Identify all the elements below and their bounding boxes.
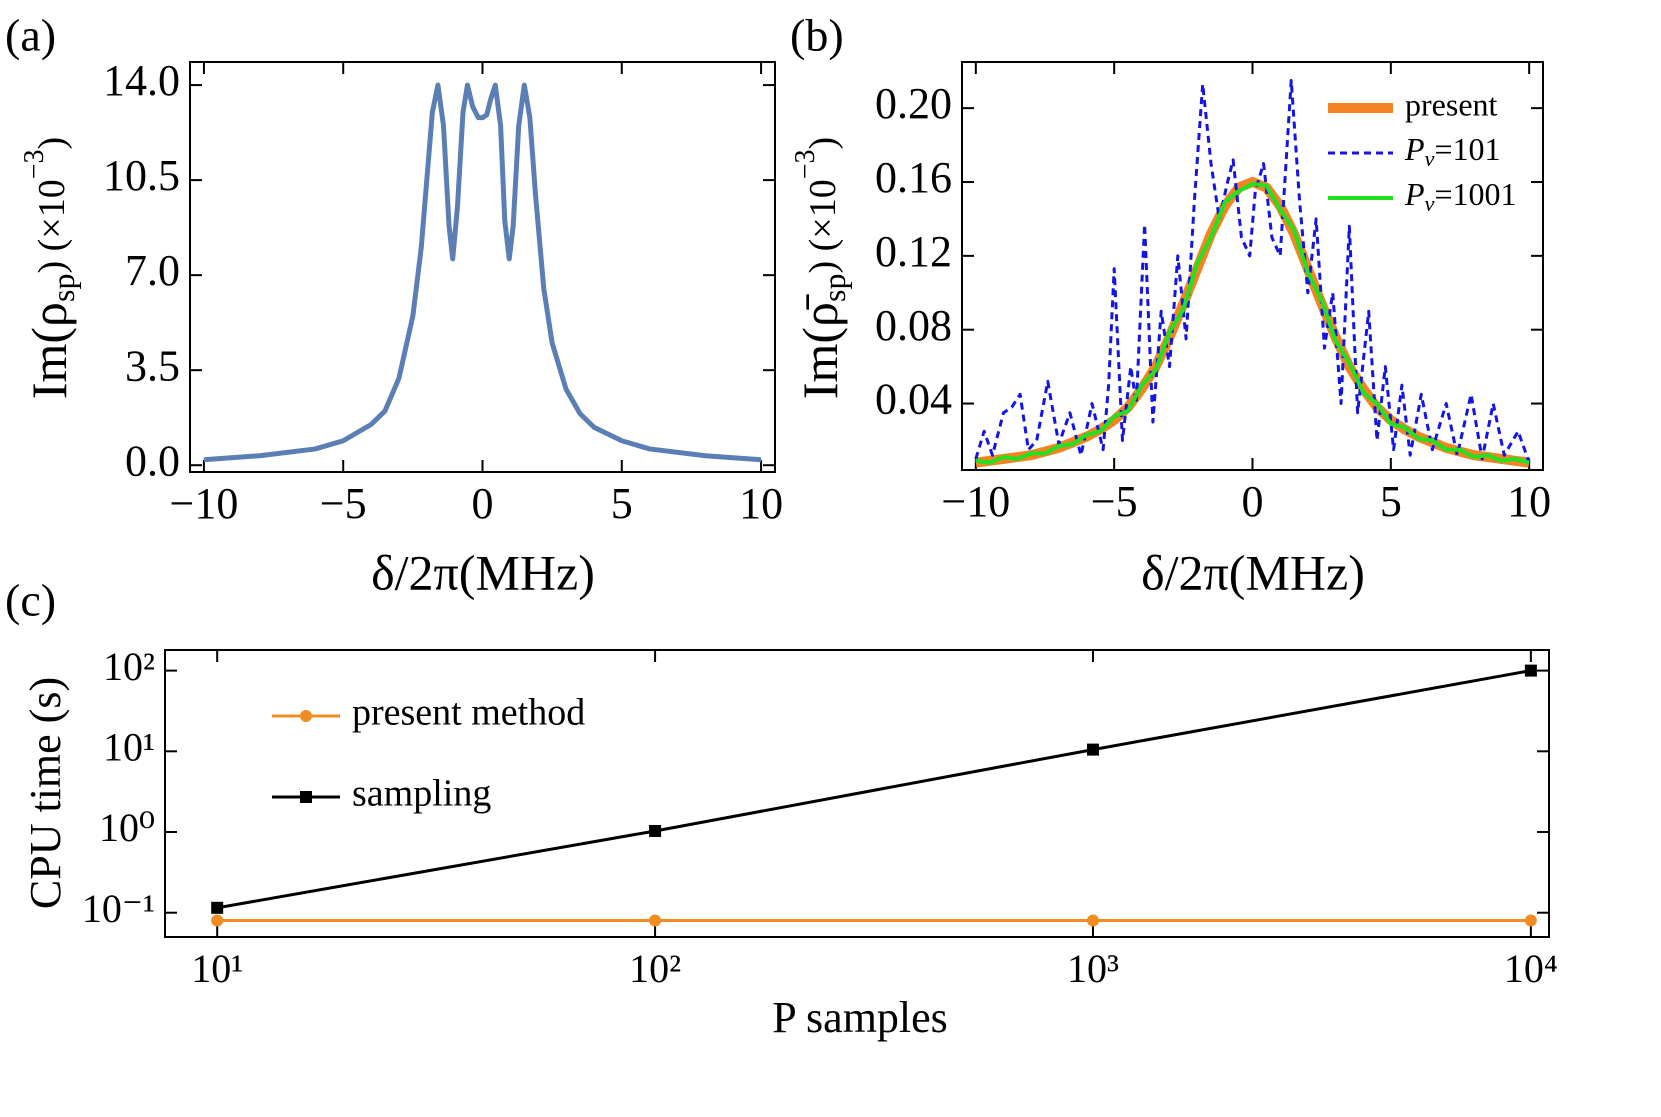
y-tick-label: 3.5 [125,341,180,390]
y-tick-label: 0.20 [875,79,952,128]
series-line [203,82,762,463]
panel-label: (a) [5,10,56,61]
y-tick-label: 0.08 [875,301,952,350]
marker [649,824,662,837]
y-axis-label-part: sp [816,274,852,302]
y-tick-label: 0.04 [875,375,952,424]
y-tick-label: 0.16 [875,153,952,202]
legend-label: sampling [352,773,491,815]
legend-label: Pv=1001 [1404,176,1517,216]
x-axis-label: δ/2π(MHz) [1141,544,1365,600]
x-tick-label: 10 [1507,477,1551,526]
plot-frame [961,61,1544,471]
y-axis-label-part: ) (×10 [802,179,844,273]
plot-frame [164,649,1550,938]
panel-label: (b) [790,10,844,61]
legend-marker [300,791,312,803]
y-axis-label-part: −3 [790,150,821,180]
x-tick-label: −5 [1091,477,1138,526]
y-tick-label: 10¹ [103,724,155,769]
marker [1524,664,1537,677]
marker [1524,914,1537,927]
marker [649,914,662,927]
x-tick-label: −10 [170,479,239,528]
panel-label: (c) [5,575,56,626]
y-axis-label-part: −3 [19,150,50,180]
y-tick-label: 10² [103,644,155,689]
y-axis-label-part: ) [802,137,844,150]
marker [1086,743,1099,756]
legend-label: Pv=101 [1404,131,1501,171]
x-tick-label: −10 [941,477,1010,526]
y-tick-label: 7.0 [125,246,180,295]
x-tick-label: 10 [739,479,783,528]
x-tick-label: −5 [320,479,367,528]
y-axis-label: Im(ρ̄sp) (×10−3) [790,137,852,399]
y-axis-label-part: ) (×10 [31,179,73,273]
y-tick-label: 0.12 [875,227,952,276]
x-tick-label: 10¹ [191,946,243,991]
x-axis-label: δ/2π(MHz) [371,544,595,600]
series-line [974,78,1531,464]
marker [211,901,224,914]
legend-marker [300,710,312,722]
marker [1086,914,1099,927]
y-tick-label: 0.0 [125,436,180,485]
y-axis-label: CPU time (s) [21,677,70,909]
series-line [975,177,1530,468]
y-axis-label-part: ) [31,137,73,150]
series-line [975,181,1530,465]
x-tick-label: 5 [611,479,633,528]
y-axis-label: Im(ρsp) (×10−3) [19,137,81,399]
y-tick-label: 14.0 [103,56,180,105]
y-axis-label-part: sp [45,274,81,302]
marker [211,914,224,927]
x-tick-label: 10⁴ [1504,946,1558,991]
y-tick-label: 10⁰ [99,805,155,850]
legend-label: present method [352,692,585,734]
y-axis-label-part: Im(ρ̄ [792,294,848,399]
y-tick-label: 10.5 [103,151,180,200]
x-axis-label: P samples [772,993,948,1042]
x-tick-label: 0 [1242,477,1264,526]
x-tick-label: 10³ [1067,946,1119,991]
y-axis-label-part: Im(ρ [21,302,77,399]
plot-frame [189,61,776,473]
series-line [216,669,1532,910]
legend-label: present [1405,86,1498,122]
x-tick-label: 10² [629,946,681,991]
y-tick-label: 10⁻¹ [82,886,155,931]
x-tick-label: 5 [1380,477,1402,526]
x-tick-label: 0 [472,479,494,528]
